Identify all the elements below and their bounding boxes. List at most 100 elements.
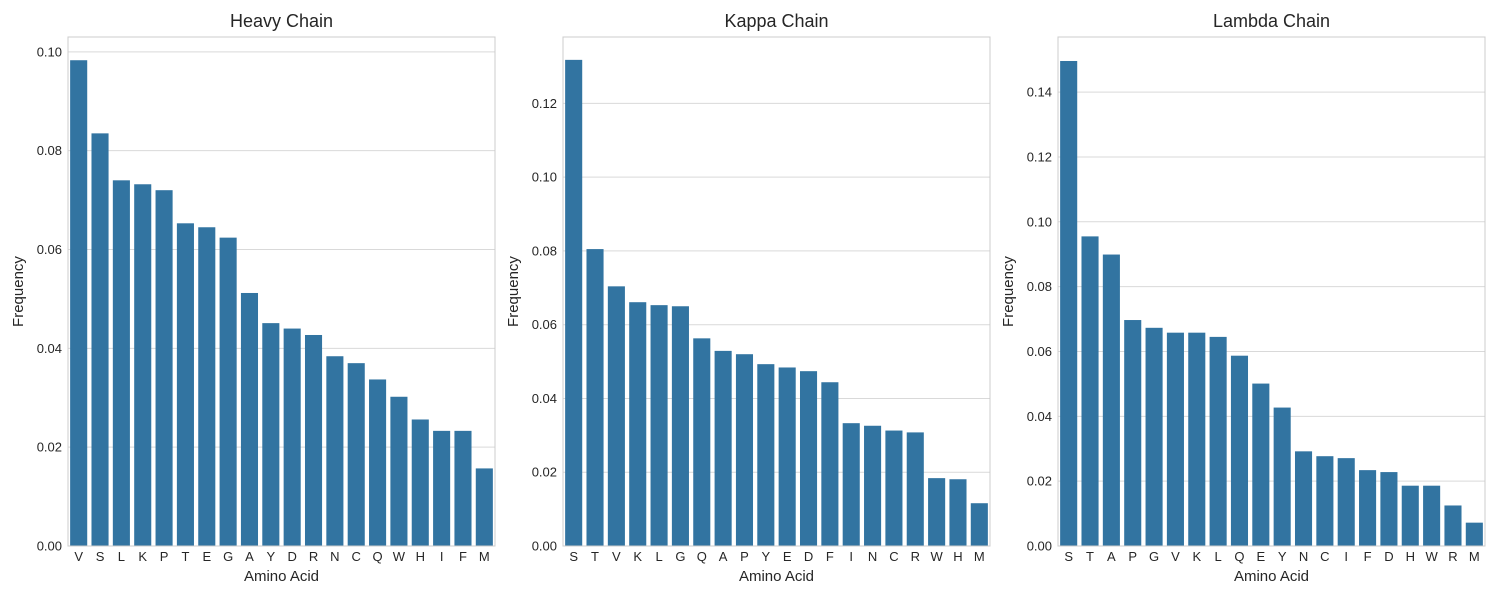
y-tick-label: 0.10 <box>1027 214 1052 229</box>
x-tick-label: T <box>591 549 599 564</box>
bar-Y <box>757 364 775 546</box>
chart-panel-2: 0.00 0.02 0.04 0.06 0.08 0.10 0.12 S T V K L G Q A P Y E D… <box>505 11 991 585</box>
x-tick-label: S <box>1064 549 1073 564</box>
x-tick-label: P <box>740 549 749 564</box>
x-tick-label: T <box>181 549 189 564</box>
y-axis-label: Frequency <box>10 256 27 327</box>
x-tick-label: A <box>245 549 254 564</box>
x-tick-label: M <box>1469 549 1480 564</box>
bar-V <box>607 286 625 546</box>
bar-G <box>1145 327 1163 546</box>
x-tick-label: H <box>953 549 962 564</box>
chart-panel-1: 0.00 0.02 0.04 0.06 0.08 0.10 V S L K P T E G A Y D R N C Q W… <box>10 11 496 585</box>
x-tick-label: G <box>675 549 685 564</box>
bar-Y <box>262 323 280 546</box>
bar-F <box>821 382 839 546</box>
x-tick-label: G <box>223 549 233 564</box>
bar-K <box>629 302 647 546</box>
bar-I <box>433 430 451 546</box>
x-tick-label: M <box>974 549 985 564</box>
bar-P <box>1124 320 1142 546</box>
bar-Y <box>1273 407 1291 546</box>
bar-E <box>1252 383 1270 546</box>
x-tick-label: H <box>416 549 425 564</box>
bar-F <box>454 430 472 546</box>
y-tick-label: 0.14 <box>1027 85 1052 100</box>
x-tick-label: I <box>1344 549 1348 564</box>
x-tick-label: W <box>930 549 943 564</box>
x-tick-label: Q <box>373 549 383 564</box>
bar-D <box>1380 472 1398 546</box>
x-tick-label: F <box>1364 549 1372 564</box>
y-axis-label: Frequency <box>1000 256 1017 327</box>
bar-K <box>134 184 152 546</box>
bar-S <box>1060 60 1078 546</box>
bar-F <box>1359 470 1377 546</box>
bar-V <box>70 60 88 546</box>
bar-N <box>326 356 344 546</box>
x-tick-label: R <box>1448 549 1457 564</box>
plot-frame <box>1057 36 1486 547</box>
x-tick-label: D <box>287 549 296 564</box>
bar-Q <box>1230 355 1249 546</box>
bar-T <box>176 223 194 546</box>
x-tick-label: S <box>569 549 578 564</box>
plot-frame <box>67 36 496 547</box>
y-tick-label: 0.12 <box>1027 149 1052 164</box>
x-tick-label: Q <box>697 549 707 564</box>
x-tick-label: N <box>868 549 877 564</box>
bar-G <box>219 237 237 546</box>
bar-N <box>864 425 882 546</box>
bar-P <box>155 190 173 547</box>
y-tick-label: 0.10 <box>37 44 62 59</box>
x-tick-label: W <box>393 549 406 564</box>
y-tick-label: 0.08 <box>532 243 557 258</box>
bar-D <box>799 371 818 546</box>
x-tick-label: F <box>459 549 467 564</box>
x-tick-label: E <box>1256 549 1265 564</box>
bar-I <box>842 423 860 546</box>
x-tick-label: L <box>655 549 662 564</box>
bar-C <box>885 430 903 546</box>
bar-K <box>1188 332 1206 546</box>
y-tick-label: 0.02 <box>532 465 557 480</box>
bar-L <box>650 305 668 546</box>
bar-A <box>240 292 259 546</box>
x-tick-label: C <box>352 549 361 564</box>
y-tick-label: 0.04 <box>532 391 557 406</box>
x-tick-label: N <box>1299 549 1308 564</box>
y-tick-label: 0.08 <box>1027 279 1052 294</box>
bar-H <box>1401 485 1419 546</box>
bar-V <box>1166 332 1184 546</box>
y-tick-label: 0.02 <box>1027 474 1052 489</box>
bar-L <box>1209 336 1227 546</box>
x-tick-label: G <box>1149 549 1159 564</box>
x-tick-label: R <box>309 549 318 564</box>
bar-C <box>347 363 365 546</box>
y-tick-label: 0.10 <box>532 170 557 185</box>
bar-N <box>1294 451 1313 546</box>
x-tick-label: T <box>1086 549 1094 564</box>
x-tick-label: R <box>911 549 920 564</box>
x-tick-label: V <box>612 549 621 564</box>
y-axis-label: Frequency <box>505 256 522 327</box>
x-tick-label: L <box>118 549 125 564</box>
y-tick-label: 0.04 <box>37 341 62 356</box>
y-tick-label: 0.12 <box>532 96 557 111</box>
y-tick-label: 0.06 <box>1027 344 1052 359</box>
x-tick-label: W <box>1425 549 1438 564</box>
bar-D <box>283 328 301 546</box>
bar-C <box>1316 456 1334 546</box>
y-tick-label: 0.06 <box>37 242 62 257</box>
bar-H <box>949 479 967 546</box>
x-axis-label: Amino Acid <box>244 568 319 585</box>
x-tick-label: F <box>826 549 834 564</box>
x-tick-label: K <box>1192 549 1201 564</box>
x-tick-label: K <box>633 549 642 564</box>
bar-E <box>778 367 796 546</box>
y-tick-label: 0.04 <box>1027 409 1052 424</box>
x-tick-label: K <box>138 549 147 564</box>
bar-W <box>928 478 946 546</box>
x-tick-label: D <box>1384 549 1393 564</box>
